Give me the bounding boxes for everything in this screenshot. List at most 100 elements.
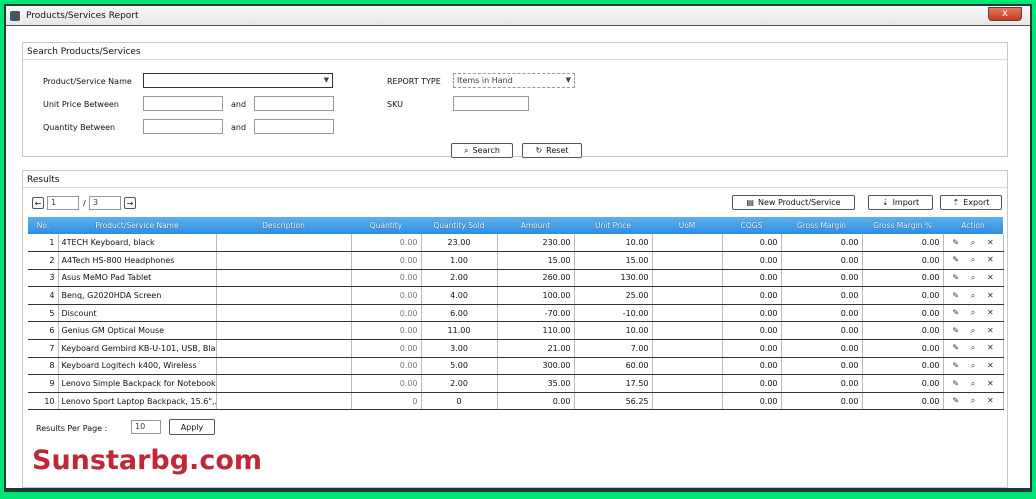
edit-icon[interactable]: ✎ bbox=[952, 378, 960, 388]
column-header[interactable]: Description bbox=[216, 217, 351, 234]
view-icon[interactable]: ⌕ bbox=[970, 272, 976, 282]
search-button[interactable]: ⌕ Search bbox=[451, 143, 513, 158]
table-cell: 0.00 bbox=[722, 339, 782, 358]
view-icon[interactable]: ⌕ bbox=[970, 325, 976, 335]
column-header[interactable]: Gross Margin bbox=[781, 217, 862, 234]
edit-icon[interactable]: ✎ bbox=[952, 290, 960, 300]
table-row[interactable]: 3 Asus MeMO Pad Tablet 0.00 2.00 260.00 130.0… bbox=[28, 269, 1004, 288]
column-header[interactable]: Gross Margin % bbox=[862, 217, 943, 234]
edit-icon[interactable]: ✎ bbox=[952, 272, 960, 282]
table-row[interactable]: 5 Discount 0.00 6.00 -70.00 -10.00 0.00 0.00 0.0… bbox=[28, 304, 1004, 323]
app-icon bbox=[10, 10, 20, 21]
apply-button[interactable]: Apply bbox=[169, 419, 215, 435]
delete-icon[interactable]: ✕ bbox=[986, 378, 994, 388]
edit-icon[interactable]: ✎ bbox=[952, 325, 960, 335]
column-header[interactable]: No. bbox=[28, 217, 58, 234]
search-panel-title: Search Products/Services bbox=[27, 47, 141, 57]
export-button[interactable]: ⇡ Export bbox=[940, 195, 1002, 210]
column-header[interactable]: Unit Price bbox=[574, 217, 652, 234]
view-icon[interactable]: ⌕ bbox=[970, 290, 976, 300]
table-cell: Keyboard Gembird KB-U-101, USB, Black bbox=[58, 339, 217, 358]
table-cell bbox=[216, 269, 352, 288]
close-button[interactable]: x bbox=[988, 7, 1022, 21]
window-title: Products/Services Report bbox=[26, 10, 139, 21]
table-row[interactable]: 8 Keyboard Logitech k400, Wireless 0.00 5.0… bbox=[28, 357, 1004, 376]
table-cell: A4Tech HS-800 Headphones bbox=[58, 251, 217, 270]
table-cell: 0.00 bbox=[722, 251, 782, 270]
unit-price-max-input[interactable] bbox=[254, 96, 334, 111]
table-cell: 6.00 bbox=[421, 304, 498, 323]
column-header[interactable]: COGS bbox=[722, 217, 781, 234]
page-input[interactable]: 1 bbox=[47, 196, 79, 210]
view-icon[interactable]: ⌕ bbox=[970, 396, 976, 406]
table-cell: 0.00 bbox=[862, 269, 944, 288]
delete-icon[interactable]: ✕ bbox=[986, 290, 994, 300]
table-cell: Genius GM Optical Mouse bbox=[58, 321, 217, 341]
table-cell: 0.00 bbox=[351, 286, 422, 305]
delete-icon[interactable]: ✕ bbox=[986, 272, 994, 282]
reset-button[interactable]: ↻ Reset bbox=[522, 143, 582, 158]
column-header[interactable]: Quantity Sold bbox=[421, 217, 497, 234]
import-button[interactable]: ⇣ Import bbox=[868, 195, 933, 210]
table-cell: -70.00 bbox=[497, 304, 575, 323]
table-row[interactable]: 9 Lenovo Simple Backpack for Notebook ...… bbox=[28, 374, 1004, 393]
table-row[interactable]: 6 Genius GM Optical Mouse 0.00 11.00 110.00 1… bbox=[28, 321, 1004, 341]
delete-icon[interactable]: ✕ bbox=[986, 308, 994, 318]
table-cell: 7 bbox=[28, 339, 59, 358]
and-label: and bbox=[231, 100, 247, 109]
report-type-select[interactable]: Items in Hand ▼ bbox=[453, 73, 575, 88]
table-cell: 0.00 bbox=[781, 374, 863, 393]
next-page-button[interactable]: → bbox=[124, 197, 136, 209]
table-header: No. Product/Service Name Description Quanti… bbox=[28, 217, 1003, 234]
table-row[interactable]: 4 Benq, G2020HDA Screen 0.00 4.00 100.00 25.0… bbox=[28, 286, 1004, 305]
delete-icon[interactable]: ✕ bbox=[986, 360, 994, 370]
view-icon[interactable]: ⌕ bbox=[970, 237, 976, 247]
table-cell: 7.00 bbox=[574, 339, 653, 358]
view-icon[interactable]: ⌕ bbox=[970, 255, 976, 265]
unit-price-label: Unit Price Between bbox=[43, 100, 119, 109]
edit-icon[interactable]: ✎ bbox=[952, 308, 960, 318]
table-row[interactable]: 1 4TECH Keyboard, black 0.00 23.00 230.00 10.… bbox=[28, 234, 1004, 253]
view-icon[interactable]: ⌕ bbox=[970, 308, 976, 318]
chevron-down-icon[interactable]: ▼ bbox=[323, 76, 329, 84]
delete-icon[interactable]: ✕ bbox=[986, 237, 994, 247]
view-icon[interactable]: ⌕ bbox=[970, 360, 976, 370]
table-row[interactable]: 10 Lenovo Sport Laptop Backpack, 15.6",..… bbox=[28, 392, 1004, 411]
unit-price-min-input[interactable] bbox=[143, 96, 223, 111]
table-cell: 21.00 bbox=[497, 339, 575, 358]
column-header[interactable]: Product/Service Name bbox=[58, 217, 216, 234]
column-header[interactable]: Quantity bbox=[351, 217, 421, 234]
table-cell: 0.00 bbox=[862, 304, 944, 323]
new-product-button[interactable]: ▤ New Product/Service bbox=[732, 195, 855, 210]
per-page-input[interactable]: 10 bbox=[131, 420, 161, 434]
prev-page-button[interactable]: ← bbox=[32, 197, 44, 209]
column-header[interactable]: Action bbox=[943, 217, 1003, 234]
delete-icon[interactable]: ✕ bbox=[986, 396, 994, 406]
export-icon: ⇡ bbox=[952, 198, 960, 207]
delete-icon[interactable]: ✕ bbox=[986, 325, 994, 335]
edit-icon[interactable]: ✎ bbox=[952, 343, 960, 353]
table-cell: 10 bbox=[28, 392, 59, 411]
chevron-down-icon[interactable]: ▼ bbox=[565, 76, 571, 84]
table-cell: 4 bbox=[28, 286, 59, 305]
table-row[interactable]: 7 Keyboard Gembird KB-U-101, USB, Black 0.… bbox=[28, 339, 1004, 358]
column-header[interactable]: Amount bbox=[497, 217, 574, 234]
quantity-min-input[interactable] bbox=[143, 119, 223, 134]
column-header[interactable]: UoM bbox=[652, 217, 722, 234]
view-icon[interactable]: ⌕ bbox=[970, 378, 976, 388]
delete-icon[interactable]: ✕ bbox=[986, 255, 994, 265]
table-row[interactable]: 2 A4Tech HS-800 Headphones 0.00 1.00 15.00 15… bbox=[28, 251, 1004, 270]
quantity-max-input[interactable] bbox=[254, 119, 334, 134]
sku-input[interactable] bbox=[453, 96, 529, 111]
edit-icon[interactable]: ✎ bbox=[952, 237, 960, 247]
edit-icon[interactable]: ✎ bbox=[952, 255, 960, 265]
table-cell bbox=[652, 269, 723, 288]
sku-label: SKU bbox=[387, 100, 403, 109]
view-icon[interactable]: ⌕ bbox=[970, 343, 976, 353]
edit-icon[interactable]: ✎ bbox=[952, 396, 960, 406]
product-name-combobox[interactable]: ▼ bbox=[143, 73, 333, 88]
delete-icon[interactable]: ✕ bbox=[986, 343, 994, 353]
edit-icon[interactable]: ✎ bbox=[952, 360, 960, 370]
table-cell: 0.00 bbox=[781, 339, 863, 358]
table-cell: 100.00 bbox=[497, 286, 575, 305]
